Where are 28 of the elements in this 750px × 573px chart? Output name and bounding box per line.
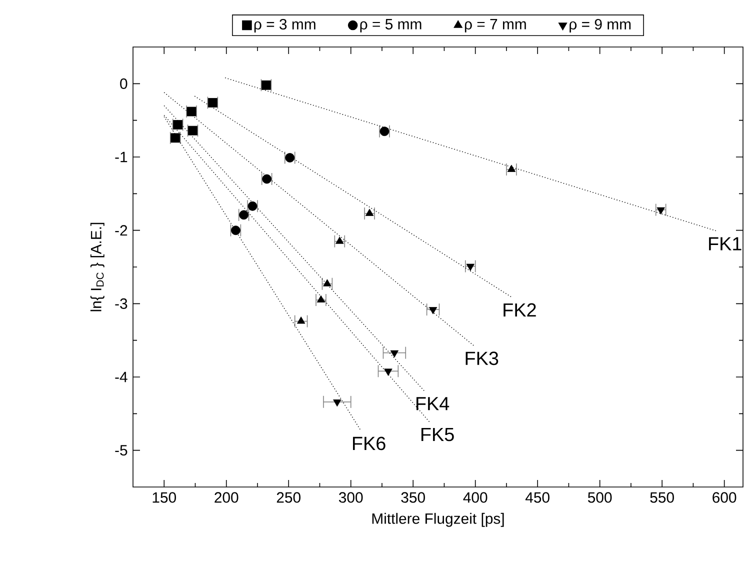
x-tick-label: 150 (152, 492, 176, 503)
series-label: FK1 (709, 237, 742, 250)
y-tick-label: 0 (120, 78, 128, 89)
series-label: FK6 (353, 436, 386, 450)
x-tick-label: 400 (463, 492, 488, 503)
x-tick-label: 500 (588, 492, 612, 503)
legend-label: ρ = 9 mm (570, 18, 631, 32)
x-tick-label: 350 (401, 492, 425, 503)
series-label: FK2 (504, 303, 536, 316)
legend-label: ρ = 5 mm (360, 19, 422, 32)
x-tick-label: 450 (525, 492, 550, 503)
x-tick-label: 250 (276, 492, 300, 503)
x-tick-label: 300 (338, 492, 363, 503)
x-tick-label: 600 (712, 492, 736, 503)
series-label: FK5 (421, 428, 454, 442)
legend-label: ρ = 7 mm (464, 19, 526, 32)
x-tick-label: 200 (214, 492, 238, 503)
y-tick-label: -1 (115, 152, 128, 162)
y-tick-label: -3 (115, 298, 128, 309)
series-label: FK4 (416, 397, 450, 410)
legend-label: ρ = 3 mm (254, 18, 316, 32)
y-tick-label: -4 (115, 372, 128, 382)
y-tick-label: -2 (115, 225, 128, 236)
y-axis-title: ln{ I$_{DC}$ } [A.E.] (90, 222, 104, 312)
y-tick-label: -5 (115, 445, 128, 456)
series-label: FK3 (466, 352, 498, 366)
x-axis-title: Mittlere Flugzeit [ps] (372, 512, 504, 527)
x-tick-label: 550 (650, 492, 674, 503)
